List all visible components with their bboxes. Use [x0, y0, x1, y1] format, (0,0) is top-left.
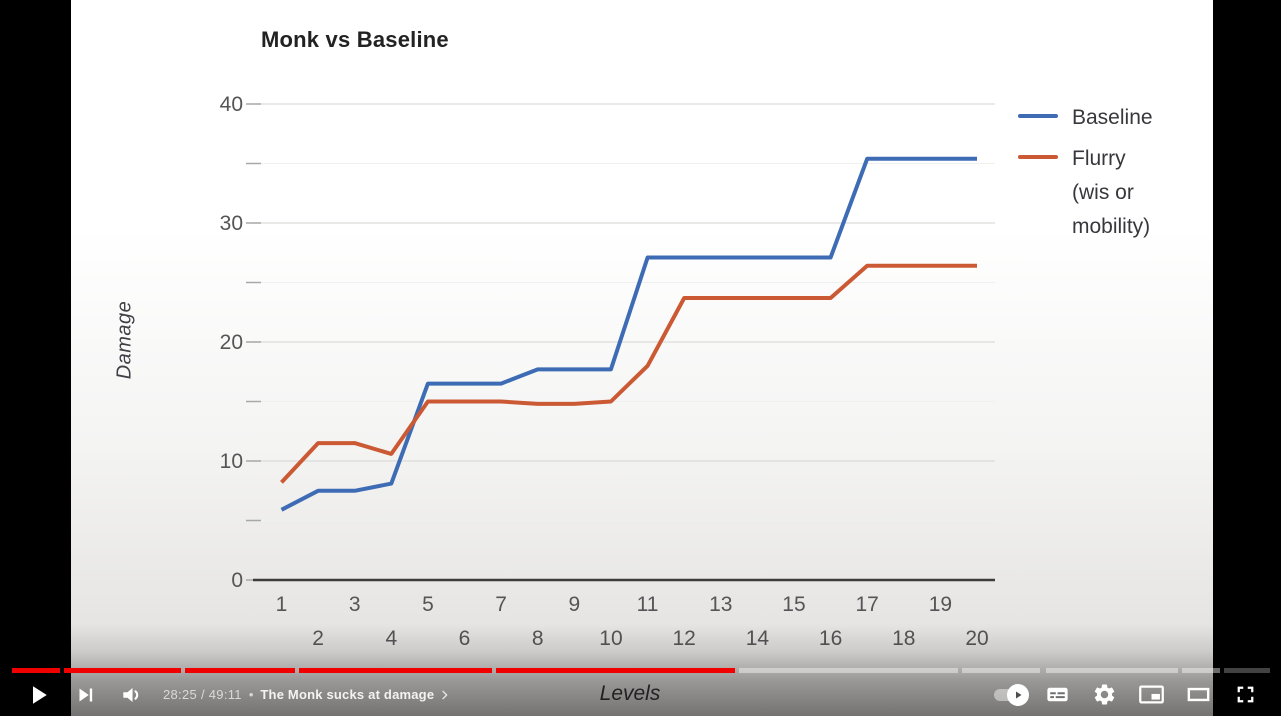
player-controls: 28:25 / 49:11 • The Monk sucks at damage [0, 673, 1281, 716]
volume-button[interactable] [119, 682, 145, 708]
x-axis-title: Levels [599, 682, 661, 705]
progress-bar[interactable] [0, 668, 1281, 673]
controls-left-group: 28:25 / 49:11 • The Monk sucks at damage [0, 673, 453, 716]
legend-label-baseline: Baseline [1072, 106, 1153, 129]
miniplayer-icon [1138, 681, 1165, 708]
progress-segment-watched[interactable] [12, 668, 61, 673]
settings-button[interactable] [1081, 673, 1128, 716]
baseline-series-swatch [1018, 114, 1058, 118]
next-button[interactable] [73, 682, 99, 708]
y-axis-title: Damage [113, 300, 136, 380]
legend-label-flurry: Flurry (wis or mobility) [1072, 147, 1151, 238]
progress-segment-unwatched[interactable] [1181, 668, 1220, 673]
bullet-separator: • [248, 687, 254, 702]
fullscreen-icon [1232, 681, 1259, 708]
autoplay-pill [994, 683, 1029, 706]
subtitles-button[interactable] [1034, 673, 1081, 716]
play-icon [23, 680, 53, 710]
chart-legend: Baseline Flurry (wis or mobility) [1018, 101, 1153, 244]
play-button[interactable] [23, 680, 53, 710]
progress-segment-watched[interactable] [184, 668, 295, 673]
progress-segment-unwatched-dark[interactable] [1223, 668, 1270, 673]
progress-segment-unwatched[interactable] [739, 668, 959, 673]
legend-item-flurry: Flurry (wis or mobility) [1018, 142, 1153, 244]
fullscreen-button[interactable] [1222, 673, 1269, 716]
progress-segment-unwatched[interactable] [962, 668, 1041, 673]
subtitles-icon [1044, 681, 1071, 708]
autoplay-toggle[interactable] [987, 673, 1034, 716]
chart-title: Monk vs Baseline [261, 27, 449, 52]
next-icon [73, 682, 99, 708]
theater-mode-icon [1184, 680, 1213, 709]
progress-segment-watched[interactable] [64, 668, 181, 673]
settings-gear-icon [1092, 682, 1117, 707]
volume-icon [119, 682, 145, 708]
autoplay-play-icon [1007, 683, 1029, 706]
miniplayer-button[interactable] [1128, 673, 1175, 716]
progress-segment-watched[interactable] [496, 668, 736, 673]
chapter-chevron-button[interactable] [437, 687, 453, 703]
chapter-title[interactable]: The Monk sucks at damage [260, 687, 435, 702]
chevron-right-icon [437, 687, 453, 703]
progress-segment-unwatched[interactable] [1045, 668, 1178, 673]
legend-item-baseline: Baseline [1018, 101, 1153, 135]
theater-mode-button[interactable] [1175, 673, 1222, 716]
time-display: 28:25 / 49:11 [163, 687, 242, 702]
controls-right-group [987, 673, 1281, 716]
flurry-series-swatch [1018, 155, 1058, 159]
progress-segment-watched[interactable] [298, 668, 493, 673]
